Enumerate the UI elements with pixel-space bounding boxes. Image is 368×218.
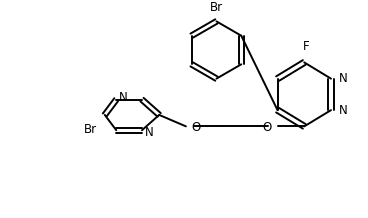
Text: N: N [119,91,128,104]
Text: N: N [339,72,347,85]
Text: O: O [192,121,201,134]
Text: O: O [262,121,272,134]
Text: N: N [339,104,347,117]
Text: F: F [303,40,309,53]
Text: Br: Br [84,123,97,136]
Text: Br: Br [210,1,223,14]
Text: N: N [145,126,153,139]
